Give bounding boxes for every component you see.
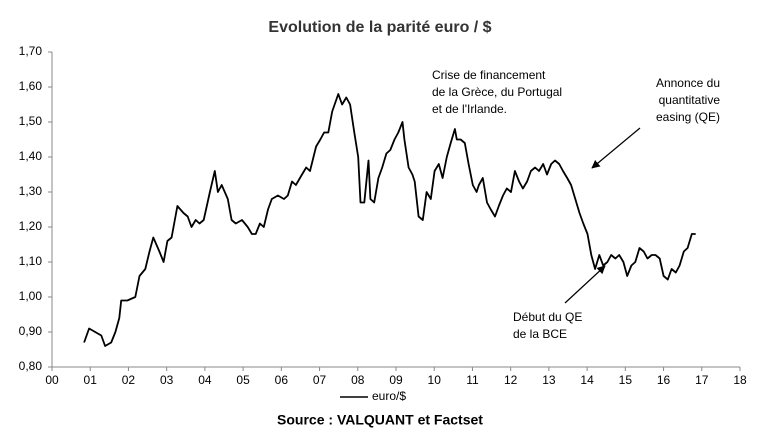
x-tick-label: 14 bbox=[580, 373, 594, 387]
y-tick-label: 1,50 bbox=[19, 114, 43, 128]
chart-title: Evolution de la parité euro / $ bbox=[268, 19, 491, 36]
y-tick-label: 1,70 bbox=[19, 44, 43, 58]
annotation: et de l'Irlande. bbox=[432, 102, 507, 116]
line bbox=[83, 93, 696, 347]
x-tick-label: 12 bbox=[504, 373, 518, 387]
x-tick-label: 07 bbox=[313, 373, 327, 387]
annotation: quantitative bbox=[659, 93, 721, 107]
x-tick-label: 13 bbox=[542, 373, 556, 387]
arrow bbox=[591, 127, 641, 169]
x-tick-label: 15 bbox=[619, 373, 633, 387]
y-tick-label: 1,10 bbox=[19, 254, 43, 268]
source: Source : VALQUANT et Factset bbox=[277, 412, 483, 428]
y-tick-label: 1,30 bbox=[19, 184, 43, 198]
x-tick-label: 04 bbox=[198, 373, 212, 387]
x-tick-label: 11 bbox=[466, 373, 479, 387]
x-tick-label: 10 bbox=[428, 373, 442, 387]
annotation: de la BCE bbox=[513, 327, 567, 341]
arrow bbox=[564, 265, 606, 304]
x-tick-label: 05 bbox=[236, 373, 250, 387]
y-tick-label: 1,00 bbox=[19, 289, 43, 303]
legend-label: euro/$ bbox=[372, 389, 406, 403]
x-tick-label: 00 bbox=[45, 373, 59, 387]
annotation: Début du QE bbox=[513, 310, 582, 324]
x-tick-label: 16 bbox=[657, 373, 671, 387]
y-tick-label: 1,40 bbox=[19, 149, 43, 163]
x-tick-label: 18 bbox=[733, 373, 747, 387]
x-tick-label: 17 bbox=[695, 373, 709, 387]
annotation: easing (QE) bbox=[656, 110, 720, 124]
annotation: Annonce du bbox=[656, 76, 720, 90]
y-tick-label: 0,90 bbox=[19, 324, 43, 338]
y-tick-label: 1,60 bbox=[19, 79, 43, 93]
x-tick-label: 01 bbox=[84, 373, 98, 387]
x-tick-label: 08 bbox=[351, 373, 365, 387]
x-tick-label: 03 bbox=[160, 373, 174, 387]
y-tick-label: 0,80 bbox=[19, 359, 43, 373]
x-tick-label: 02 bbox=[122, 373, 136, 387]
annotation: de la Grèce, du Portugal bbox=[432, 85, 562, 99]
x-tick-label: 09 bbox=[389, 373, 403, 387]
y-tick-label: 1,20 bbox=[19, 219, 43, 233]
x-tick-label: 06 bbox=[275, 373, 289, 387]
annotation: Crise de financement bbox=[432, 68, 546, 82]
